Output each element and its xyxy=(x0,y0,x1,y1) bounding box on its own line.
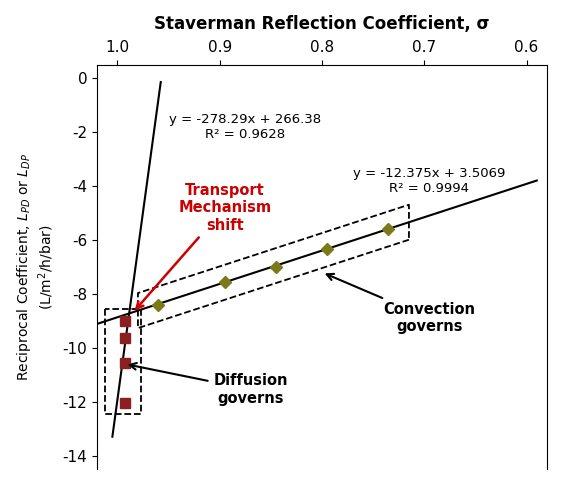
Y-axis label: Reciprocal Coefficient, $L_{PD}$ or $L_{DP}$
(L/m$^2$/h/bar): Reciprocal Coefficient, $L_{PD}$ or $L_{… xyxy=(15,153,56,381)
Text: y = -12.375x + 3.5069
R² = 0.9994: y = -12.375x + 3.5069 R² = 0.9994 xyxy=(353,167,506,195)
Text: y = -278.29x + 266.38
R² = 0.9628: y = -278.29x + 266.38 R² = 0.9628 xyxy=(169,113,321,141)
Text: Diffusion
governs: Diffusion governs xyxy=(130,363,288,406)
Text: Convection
governs: Convection governs xyxy=(327,274,475,334)
Text: Transport
Mechanism
shift: Transport Mechanism shift xyxy=(137,183,271,308)
X-axis label: Staverman Reflection Coefficient, σ: Staverman Reflection Coefficient, σ xyxy=(154,15,490,33)
